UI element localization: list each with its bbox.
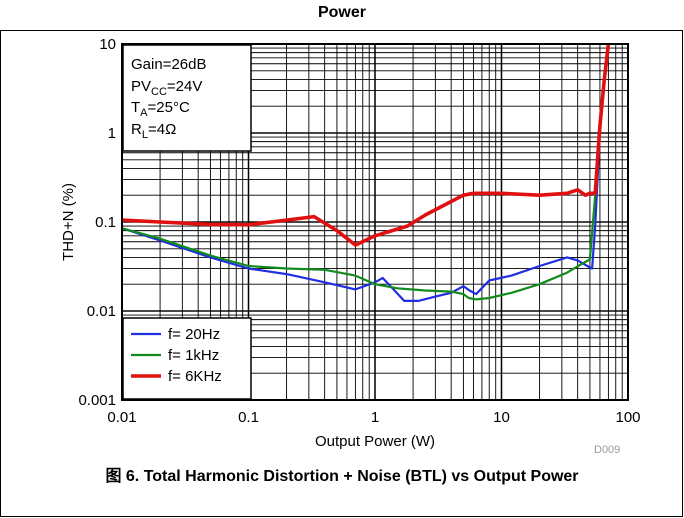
condition-ta: TA=25°C xyxy=(131,99,190,119)
figure-caption: 图 6. Total Harmonic Distortion + Noise (… xyxy=(105,468,579,485)
rl-sub: L xyxy=(142,129,148,141)
plot-frame xyxy=(121,43,629,401)
y-tick-label: 1 xyxy=(108,125,116,142)
ta-base: T xyxy=(131,99,140,116)
y-tick-label: 0.1 xyxy=(95,214,116,231)
condition-gain: Gain=26dB xyxy=(131,56,206,73)
pvcc-base: PV xyxy=(131,78,151,95)
figure-panel xyxy=(0,30,683,517)
ta-sub: A xyxy=(140,107,148,119)
pvcc-value: =24V xyxy=(167,78,202,95)
ta-value: =25°C xyxy=(148,99,190,116)
legend-box xyxy=(122,317,252,400)
rl-value: =4Ω xyxy=(148,121,176,138)
x-tick-label: 0.1 xyxy=(238,409,259,426)
legend-label-3: f= 6KHz xyxy=(168,368,222,385)
figure-id: D009 xyxy=(594,444,621,456)
conditions-box: Gain=26dB PVCC=24V TA=25°C RL=4Ω xyxy=(122,44,252,152)
series-line-2 xyxy=(121,43,610,301)
x-tick-label: 0.01 xyxy=(107,409,136,426)
pvcc-sub: CC xyxy=(151,86,167,98)
series-layer xyxy=(121,43,611,302)
legend-label-2: f= 1kHz xyxy=(168,347,219,364)
x-tick-label: 100 xyxy=(615,409,640,426)
x-tick-label: 10 xyxy=(493,409,510,426)
legend-label-1: f= 20Hz xyxy=(168,326,220,343)
x-axis-label: Output Power (W) xyxy=(315,433,435,450)
x-tick-label: 1 xyxy=(371,409,379,426)
y-tick-label: 0.01 xyxy=(87,303,116,320)
rl-base: R xyxy=(131,121,142,138)
series-line-1 xyxy=(121,43,610,302)
y-tick-label: 0.001 xyxy=(78,392,116,409)
condition-pvcc: PVCC=24V xyxy=(131,78,202,98)
top-caption: Power xyxy=(317,4,366,21)
y-tick-label: 10 xyxy=(99,36,116,53)
legend: f= 20Hz f= 1kHz f= 6KHz xyxy=(122,317,252,400)
condition-rl: RL=4Ω xyxy=(131,121,176,141)
y-axis-label: THD+N (%) xyxy=(60,183,77,261)
series-line-3 xyxy=(121,43,611,247)
